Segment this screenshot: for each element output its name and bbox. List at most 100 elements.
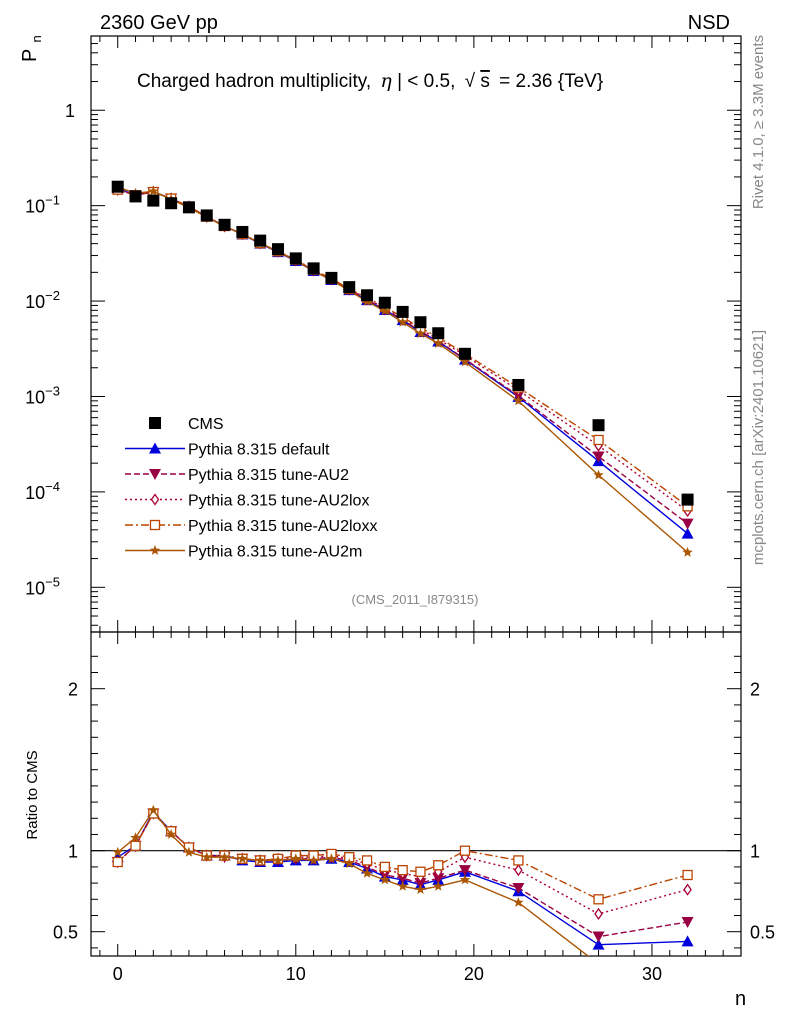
series-point (592, 451, 605, 463)
legend: CMS Pythia 8.315 default Pythia 8.315 tune… (125, 416, 377, 561)
legend-marker (149, 469, 161, 480)
ratio-point (397, 880, 408, 891)
legend-label: Pythia 8.315 tune-AU2 (188, 467, 349, 484)
ratio-point (593, 959, 604, 969)
y-axis-label-p: P (19, 49, 41, 62)
data-point (182, 201, 195, 214)
data-point (236, 225, 249, 238)
title-post: = 2.36 {TeV} (499, 71, 603, 92)
legend-label: Pythia 8.315 tune-AU2m (188, 544, 362, 561)
data-point (512, 378, 525, 391)
data-point (681, 493, 694, 506)
data-point (458, 347, 471, 360)
x-tick-label: 10 (286, 964, 306, 984)
legend-label: Pythia 8.315 default (188, 442, 330, 459)
legend-label: Pythia 8.315 tune-AU2loxx (188, 518, 377, 535)
ratio-tick-label-right: 2 (750, 680, 760, 700)
x-tick-label: 30 (642, 964, 662, 984)
data-point (432, 327, 445, 340)
ratio-point (592, 931, 605, 943)
x-tick-label: 20 (464, 964, 484, 984)
series-point (593, 469, 604, 480)
ratio-point (237, 853, 248, 864)
y-tick-label: 10−1 (25, 193, 60, 217)
y-tick-label: 10−2 (25, 288, 60, 312)
ratio-point (201, 851, 212, 862)
series-point (379, 305, 391, 316)
ratio-point (326, 853, 337, 864)
data-point (147, 194, 160, 207)
process-label: NSD (688, 12, 730, 34)
ratio-line (117, 808, 590, 956)
y-tick-label: 10−4 (25, 479, 60, 503)
ratio-point (682, 962, 693, 972)
series-point (681, 527, 694, 539)
y-axis-label-ratio: Ratio to CMS (24, 750, 41, 839)
ratio-point (397, 864, 408, 876)
ratio-tick-label-right: 0.5 (750, 923, 775, 943)
data-point (307, 262, 320, 275)
x-tick-label: 0 (113, 964, 123, 984)
ratio-point (681, 916, 694, 928)
ratio-point (379, 874, 391, 885)
series-point (682, 546, 693, 557)
ratio-point (682, 869, 693, 881)
x-axis-label: n (735, 988, 746, 1010)
ratio-point (183, 846, 195, 857)
title-prefix: Charged hadron multiplicity, (137, 71, 371, 92)
ratio-point (112, 846, 123, 857)
ratio-point (148, 804, 159, 815)
data-point (165, 197, 178, 210)
ratio-point (514, 864, 523, 877)
series-point (433, 338, 444, 348)
ratio-point (592, 938, 605, 950)
y-tick-label: 10−3 (25, 383, 60, 407)
legend-marker (149, 417, 161, 429)
ratio-point (432, 873, 445, 885)
ratio-line (117, 812, 688, 915)
data-point (200, 209, 213, 222)
ratio-point (414, 878, 427, 890)
ratio-point (272, 854, 284, 865)
ratio-point (290, 853, 301, 864)
legend-label: CMS (188, 416, 224, 433)
ratio-point (308, 854, 319, 865)
series-point (681, 518, 694, 530)
y-axis-label-main: P n (19, 35, 44, 62)
ratio-frame (90, 631, 742, 957)
ratio-point (459, 845, 471, 856)
ratio-series-group (111, 804, 694, 972)
data-point (289, 252, 302, 265)
ratio-point (344, 858, 355, 869)
ratio-tick-label-left: 0.5 (53, 923, 78, 943)
ratio-point (361, 867, 373, 878)
ratio-point (415, 884, 426, 894)
rivet-version-label: Rivet 4.1.0, ≥ 3.3M events (750, 35, 767, 209)
ratio-point (513, 855, 524, 866)
series-point (593, 434, 604, 446)
data-point (378, 296, 391, 309)
ratio-point (683, 883, 692, 896)
ratio-point (379, 861, 390, 873)
ratio-point (130, 832, 141, 843)
legend-marker (149, 519, 161, 531)
ratio-point (433, 880, 444, 891)
y-tick-label: 10−5 (25, 574, 60, 598)
data-point (361, 289, 374, 302)
ratio-point (415, 866, 426, 877)
analysis-id: (CMS_2011_I879315) (352, 592, 479, 607)
ratio-point (361, 855, 373, 866)
data-point (396, 305, 409, 318)
ratio-tick-label-left: 2 (68, 680, 78, 700)
data-point (129, 190, 142, 203)
title-mid: | < 0.5, (397, 71, 455, 92)
ratio-point (681, 935, 694, 947)
ratio-tick-label-left: 1 (68, 842, 78, 862)
ratio-tick-label-right: 1 (750, 842, 760, 862)
energy-label: 2360 GeV pp (100, 12, 218, 34)
data-point (218, 218, 231, 231)
ratio-point (112, 856, 123, 868)
series-point (148, 185, 159, 196)
data-point (343, 281, 356, 294)
